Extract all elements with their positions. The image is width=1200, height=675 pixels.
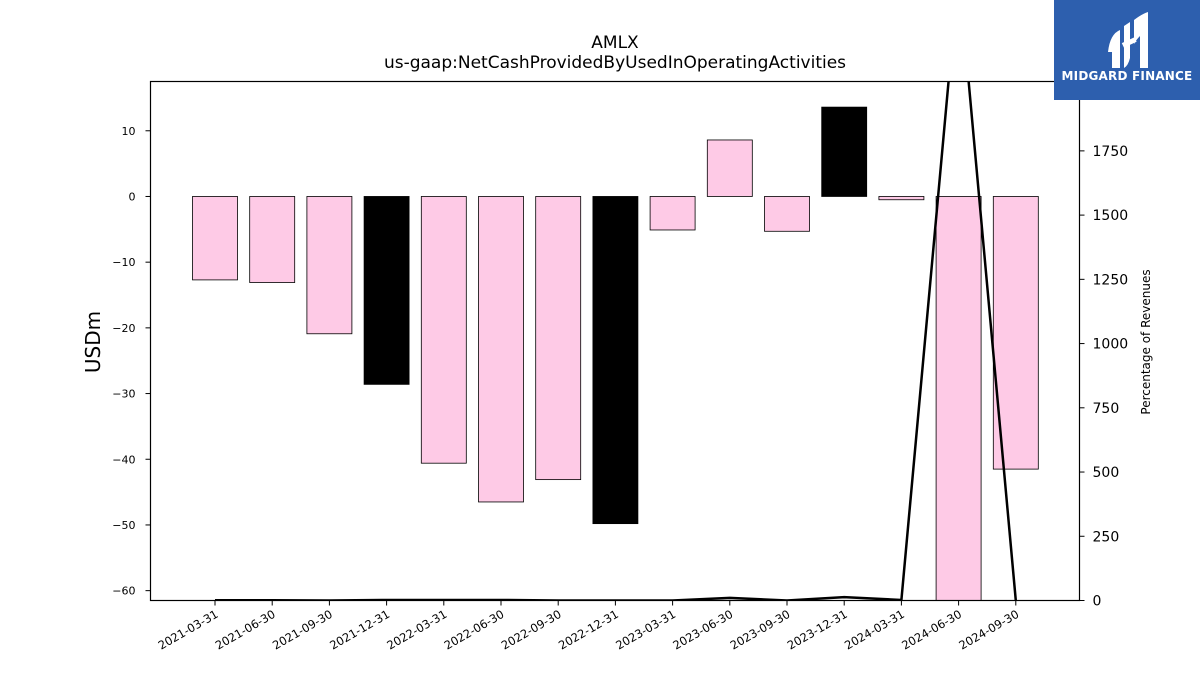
midgard-finance-logo: MIDGARD FINANCE: [1054, 0, 1200, 100]
bar-2021-12-31: [363, 196, 410, 385]
bar-2022-06-30: [478, 196, 524, 503]
bar-2022-09-30: [535, 196, 582, 481]
x-axis: 2021-03-312021-06-302021-09-302021-12-31…: [156, 600, 1021, 653]
y-axis-left: 10 0 −10 −20 −30 −40 −50 −60: [112, 125, 151, 598]
x-tick-label-2022-06-30: 2022-06-30: [442, 607, 507, 653]
y2-tick-label-1750: 1750: [1093, 144, 1129, 160]
y-tick-label--60: −60: [112, 585, 135, 598]
bar-2021-06-30: [249, 196, 296, 283]
y2-tick-label-1000: 1000: [1093, 337, 1129, 353]
y2-tick-label-1500: 1500: [1093, 208, 1129, 224]
x-tick-label-2024-09-30: 2024-09-30: [956, 607, 1021, 653]
logo-brand-text: MIDGARD FINANCE: [1061, 69, 1193, 83]
midgard-m-logo-icon: [1108, 12, 1148, 68]
x-tick-label-2021-12-31: 2021-12-31: [327, 607, 392, 653]
bar-2024-06-30: [935, 196, 982, 601]
x-tick-label-2021-09-30: 2021-09-30: [270, 607, 335, 653]
bars-layer: [192, 106, 1039, 601]
x-tick-label-2023-06-30: 2023-06-30: [670, 607, 735, 653]
y2-axis-label: Percentage of Revenues: [1139, 269, 1153, 414]
bar-2024-03-31: [878, 196, 925, 201]
x-tick-label-2024-06-30: 2024-06-30: [899, 607, 964, 653]
y-tick-label-0: 0: [129, 190, 136, 203]
bar-2023-03-31: [649, 196, 696, 231]
chart-title: AMLX: [591, 33, 639, 53]
y-axis-right: 1750 1500 1250 1000 750 500 250 0: [1079, 144, 1129, 610]
x-tick-label-2022-12-31: 2022-12-31: [556, 607, 621, 653]
bar-2023-12-31: [821, 106, 868, 197]
bar-2023-06-30: [706, 139, 753, 197]
bar-2021-03-31: [192, 196, 238, 281]
y-tick-label--40: −40: [112, 453, 135, 466]
y-tick-label--50: −50: [112, 519, 135, 532]
chart-subtitle: us-gaap:NetCashProvidedByUsedInOperating…: [384, 53, 846, 73]
y2-tick-label-500: 500: [1093, 465, 1120, 481]
y2-tick-label-750: 750: [1093, 401, 1120, 417]
x-tick-label-2022-03-31: 2022-03-31: [384, 607, 449, 653]
y-tick-label--20: −20: [112, 322, 135, 335]
x-tick-label-2023-03-31: 2023-03-31: [613, 607, 678, 653]
x-tick-label-2021-03-31: 2021-03-31: [156, 607, 221, 653]
bar-2022-03-31: [420, 196, 467, 464]
y-axis-label: USDm: [81, 311, 105, 373]
x-tick-label-2022-09-30: 2022-09-30: [499, 607, 564, 653]
y-tick-label-10: 10: [122, 125, 136, 138]
x-tick-label-2024-03-31: 2024-03-31: [842, 607, 907, 653]
x-tick-label-2023-12-31: 2023-12-31: [785, 607, 850, 653]
bar-2022-12-31: [592, 196, 639, 525]
bar-2021-09-30: [306, 196, 353, 335]
bar-2023-09-30: [764, 196, 810, 232]
x-tick-label-2023-09-30: 2023-09-30: [728, 607, 793, 653]
y2-tick-label-0: 0: [1093, 594, 1102, 610]
y2-tick-label-1250: 1250: [1093, 272, 1129, 288]
x-tick-label-2021-06-30: 2021-06-30: [213, 607, 278, 653]
y-tick-label--30: −30: [112, 388, 135, 401]
y2-tick-label-250: 250: [1093, 529, 1120, 545]
y-tick-label--10: −10: [112, 256, 135, 269]
